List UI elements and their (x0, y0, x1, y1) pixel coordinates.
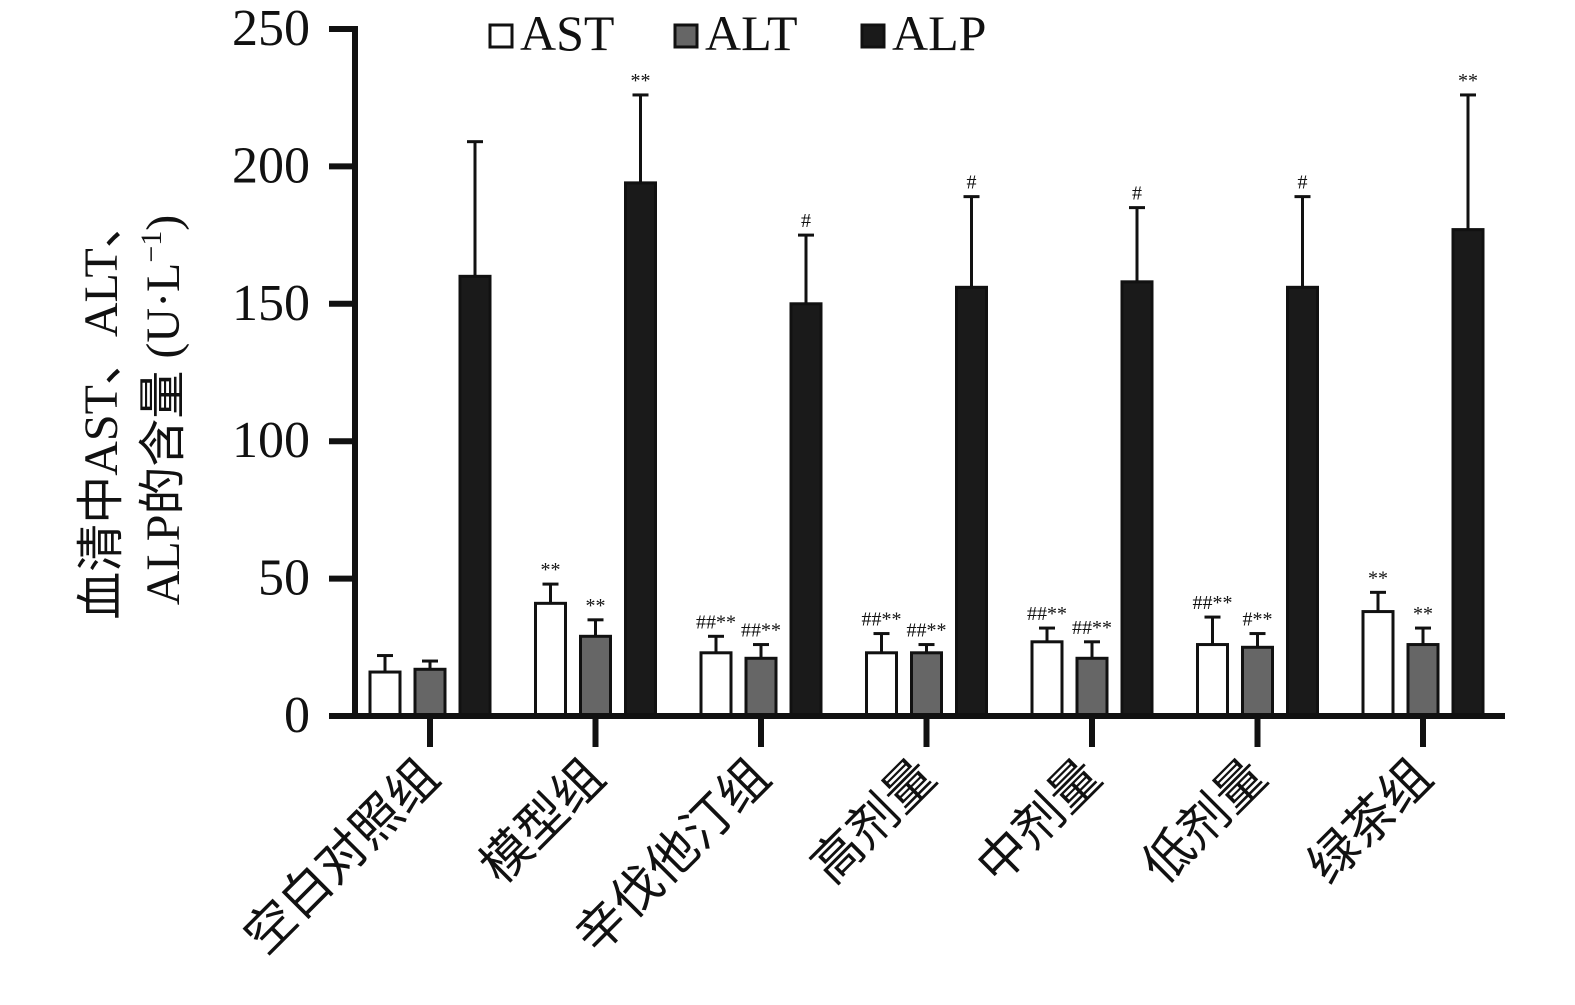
bar-alp (624, 181, 657, 718)
significance-label: ##** (907, 620, 947, 642)
legend-swatch-alp (860, 23, 886, 49)
significance-label: ** (631, 70, 651, 92)
y-tick-label: 200 (232, 137, 310, 194)
x-tick-label: 空白对照组 (233, 748, 449, 964)
significance-label: ##** (1027, 603, 1067, 625)
y-axis-title-close: ) (137, 215, 190, 231)
x-tick-label: 绿茶组 (1297, 748, 1443, 894)
y-axis-title-line-1: 血清中AST、ALT、 (75, 200, 128, 620)
bar-ast (1196, 643, 1229, 718)
bar-alt (744, 656, 778, 718)
bar-ast (1361, 610, 1395, 718)
y-axis-title-line-2: ALP的含量 (U·L−1) (135, 215, 190, 606)
bar-alp (1451, 228, 1485, 718)
x-tick-label: 模型组 (470, 748, 616, 894)
bar-alp (955, 285, 988, 718)
y-tick-label: 100 (232, 412, 310, 469)
bar-alt (1075, 656, 1109, 718)
bar-alp (1286, 285, 1319, 718)
bar-ast (699, 651, 733, 718)
legend-label-alp: ALP (892, 5, 986, 61)
significance-label: # (967, 172, 977, 194)
y-axis-title: 血清中AST、ALT、 ALP的含量 (U·L−1) (75, 200, 190, 620)
bar-ast (1030, 640, 1064, 718)
bar-alt (1406, 643, 1440, 718)
y-axis-title-superscript: −1 (135, 231, 168, 263)
y-tick-label: 150 (232, 275, 310, 332)
significance-label: ##** (696, 611, 736, 633)
bar-ast (368, 670, 402, 718)
y-axis-title-line-2-main: ALP的含量 (U·L (137, 263, 190, 606)
significance-label: ##** (741, 620, 781, 642)
y-tick-label: 50 (258, 550, 310, 607)
bar-ast (534, 601, 567, 718)
significance-label: # (1132, 183, 1142, 205)
significance-label: ** (586, 595, 606, 617)
significance-label: ** (1413, 603, 1433, 625)
x-tick-label: 中剂量 (966, 748, 1112, 894)
bar-alt (413, 667, 447, 718)
bar-alp (1120, 280, 1154, 718)
significance-label: # (1298, 172, 1308, 194)
significance-label: ##** (1072, 617, 1112, 639)
bar-alt (910, 651, 943, 718)
bar-alp (458, 274, 492, 718)
x-tick-label: 低剂量 (1132, 748, 1278, 894)
significance-label: ##** (1193, 592, 1233, 614)
bar-alp (789, 302, 823, 718)
x-tick-label: 高剂量 (801, 748, 947, 894)
legend-swatch-ast (488, 23, 514, 49)
bar-alt (1241, 645, 1274, 718)
y-tick-label: 0 (284, 687, 310, 744)
significance-label: ##** (862, 609, 902, 631)
significance-label: ** (541, 559, 561, 581)
legend-swatch-alt (673, 23, 699, 49)
y-tick-label: 250 (232, 0, 310, 57)
significance-label: ** (1458, 70, 1478, 92)
significance-label: ** (1368, 567, 1388, 589)
significance-label: # (801, 210, 811, 232)
bar-ast (865, 651, 898, 718)
significance-label: #** (1243, 609, 1273, 631)
legend-label-alt: ALT (705, 5, 798, 61)
legend-label-ast: AST (520, 5, 614, 61)
bar-alt (579, 634, 612, 718)
